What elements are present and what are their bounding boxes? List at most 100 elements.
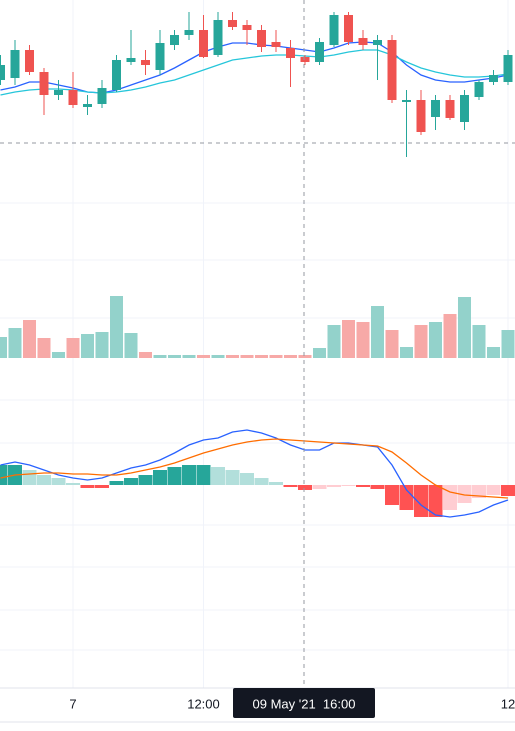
volume-bar — [429, 322, 442, 358]
volume-bar — [197, 355, 210, 358]
candle-body — [503, 55, 513, 82]
macd-histogram-bar — [472, 485, 486, 498]
macd-histogram-bar — [95, 485, 109, 488]
macd-histogram-bar — [109, 481, 124, 485]
volume-bar — [23, 320, 36, 358]
candle-body — [184, 30, 194, 35]
x-tick-label: 7 — [69, 696, 76, 711]
candle-body — [242, 25, 252, 30]
macd-histogram-bar — [167, 467, 182, 485]
volume-bar — [313, 348, 326, 358]
volume-bar — [110, 296, 123, 358]
candle-body — [126, 58, 136, 62]
candle-body — [373, 40, 382, 45]
macd-histogram-bar — [486, 485, 501, 495]
macd-histogram-bar — [196, 465, 211, 485]
candle-body — [170, 35, 179, 45]
volume-bar — [385, 330, 399, 358]
macd-histogram-bar — [414, 485, 428, 517]
volume-bar — [139, 352, 152, 358]
volume-bar — [81, 334, 94, 358]
macd-histogram-bar — [443, 485, 457, 510]
macd-histogram-bar — [240, 473, 254, 485]
volume-bar — [356, 322, 370, 358]
candle-body — [402, 100, 411, 102]
time-axis: 7 12:00 12 — [69, 696, 515, 711]
volume-bar — [458, 297, 471, 358]
volume-bar — [487, 347, 500, 358]
volume-bar — [414, 325, 428, 358]
candle-body — [445, 100, 455, 118]
candle-body — [155, 43, 165, 70]
candle-body — [431, 100, 440, 117]
line-series — [0, 438, 509, 499]
candle-body — [68, 90, 78, 105]
macd-histogram-bar — [312, 485, 327, 489]
macd-histogram-bar — [80, 485, 95, 488]
volume-bar — [226, 355, 239, 358]
candle-body — [199, 30, 208, 57]
macd-histogram-bar — [269, 482, 283, 485]
candle-body — [344, 15, 353, 42]
macd-histogram-bar — [501, 485, 515, 496]
plot — [0, 0, 515, 688]
candle-body — [474, 82, 484, 97]
candle-body — [460, 95, 469, 122]
candle-body — [329, 15, 339, 45]
candle-body — [39, 72, 49, 95]
volume-bar — [211, 355, 225, 358]
volume-bar — [269, 355, 283, 358]
volume-bar — [400, 347, 413, 358]
macd-histogram-bar — [385, 485, 399, 505]
macd-histogram-bar — [66, 483, 80, 485]
volume-bar — [298, 355, 312, 358]
volume-bar — [284, 355, 297, 358]
macd-histogram-bar — [124, 478, 138, 485]
macd-histogram-bar — [153, 470, 167, 485]
macd-histogram-bar — [37, 475, 51, 485]
candle-body — [257, 30, 266, 47]
macd-histogram-bar — [341, 485, 356, 486]
macd-histogram-bar — [211, 467, 225, 485]
crosshair-label-box — [233, 688, 375, 718]
candle-body — [286, 48, 295, 58]
macd-histogram-bar — [399, 485, 414, 510]
candle-body — [358, 38, 368, 45]
macd-histogram-bar — [22, 470, 37, 485]
candle-body — [83, 104, 92, 107]
volume-bar — [255, 355, 268, 358]
candle-body — [97, 88, 107, 104]
volume-bar — [327, 325, 341, 358]
macd-histogram-bar — [51, 478, 66, 485]
macd-histogram-bar — [298, 485, 312, 490]
macd-histogram-bar — [138, 475, 153, 485]
candle-body — [300, 57, 310, 62]
candle-body — [10, 50, 20, 78]
macd-histogram-bar — [254, 478, 269, 485]
macd-histogram-bar — [370, 485, 385, 489]
macd-histogram-bar — [457, 485, 472, 503]
grid — [0, 202, 515, 651]
volume-bar — [342, 320, 355, 358]
volume-bar — [371, 306, 384, 358]
volume-bar — [37, 338, 51, 358]
volume-bar — [124, 333, 138, 358]
volume-bar — [182, 355, 196, 358]
line-series — [0, 429, 509, 518]
volume-bar — [501, 330, 515, 358]
line-series — [0, 49, 509, 96]
macd-histogram-bar — [283, 485, 298, 487]
x-tick-label: 12 — [501, 696, 515, 711]
volume-bar — [66, 338, 80, 358]
volume-bar — [240, 355, 254, 358]
candle-body — [141, 60, 150, 65]
x-tick-label: 12:00 — [187, 696, 220, 711]
candle-body — [112, 60, 121, 90]
macd-histogram-bar — [327, 485, 341, 487]
macd-histogram-bar — [225, 470, 240, 485]
candle-body — [0, 65, 5, 80]
macd-histogram-bar — [356, 485, 370, 487]
volume-bar — [52, 352, 65, 358]
volume-bar — [443, 314, 457, 358]
